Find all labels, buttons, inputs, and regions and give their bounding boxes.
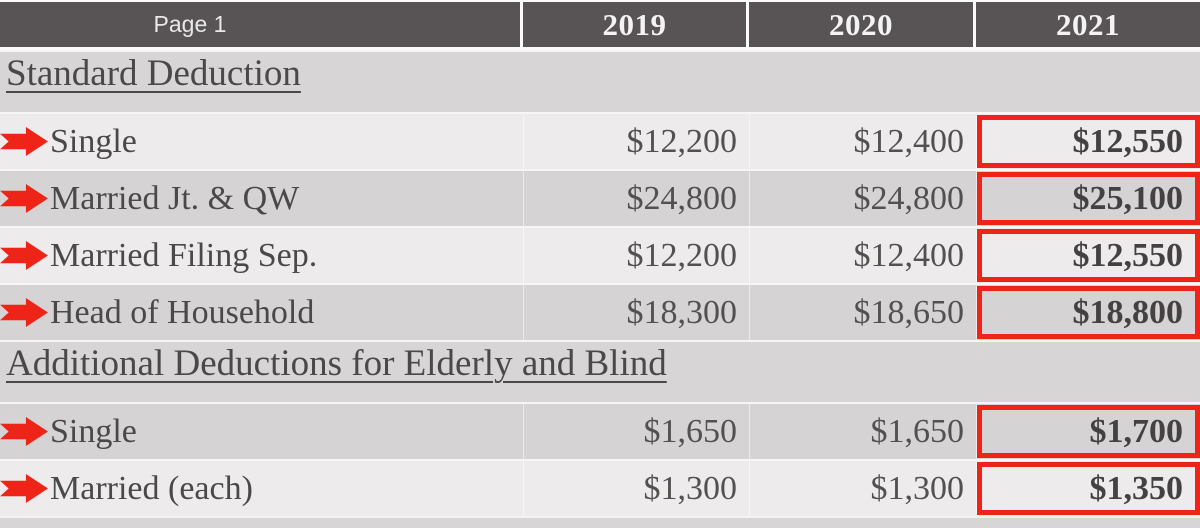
value-2019: $24,800 — [523, 171, 749, 226]
value-2021: $18,800 — [1072, 293, 1184, 331]
table-row-married-filing-sep: Married Filing Sep. $12,200 $12,400 $12,… — [0, 226, 1200, 283]
value-2019: $1,650 — [523, 404, 749, 459]
value-2021-cell: $25,100 — [976, 171, 1200, 226]
value-2021: $12,550 — [1072, 236, 1184, 274]
value-2020: $12,400 — [749, 114, 976, 169]
value-2020: $1,650 — [749, 404, 976, 459]
red-arrow-icon — [0, 183, 48, 214]
row-label-cell: Single — [0, 404, 523, 459]
value-2021: $25,100 — [1072, 179, 1184, 217]
red-arrow-icon — [0, 240, 48, 271]
table-row-single-elderly: Single $1,650 $1,650 $1,700 — [0, 402, 1200, 459]
bottom-cutoff-row — [0, 516, 1200, 528]
row-label-cell: Married Filing Sep. — [0, 228, 523, 283]
value-2021-cell: $12,550 — [976, 228, 1200, 283]
row-label: Single — [50, 412, 137, 450]
highlight-box-2021: $12,550 — [977, 115, 1200, 168]
highlight-box-2021: $1,350 — [977, 462, 1200, 515]
year-2019-label: 2019 — [602, 6, 667, 42]
red-arrow-icon — [0, 126, 48, 157]
value-2019: $12,200 — [523, 228, 749, 283]
page-number-label: Page 1 — [153, 11, 227, 37]
row-label-cell: Married (each) — [0, 461, 523, 516]
highlight-box-2021: $1,700 — [977, 405, 1200, 458]
red-arrow-icon — [0, 416, 48, 447]
value-2021-cell: $1,700 — [976, 404, 1200, 459]
value-2020: $12,400 — [749, 228, 976, 283]
row-label: Head of Household — [50, 293, 315, 331]
header-cell-2021: 2021 — [976, 2, 1200, 47]
header-cell-page: Page 1 — [0, 2, 523, 47]
table-row-married-each: Married (each) $1,300 $1,300 $1,350 — [0, 459, 1200, 516]
row-label: Married Jt. & QW — [50, 179, 300, 217]
value-2019: $18,300 — [523, 285, 749, 340]
section-header-additional-deductions: Additional Deductions for Elderly and Bl… — [0, 340, 1200, 402]
value-2021: $1,350 — [1089, 469, 1184, 507]
section-header-standard-deduction: Standard Deduction — [0, 50, 1200, 112]
value-2021-cell: $1,350 — [976, 461, 1200, 516]
table-header-row: Page 1 2019 2020 2021 — [0, 0, 1200, 50]
value-2021: $12,550 — [1072, 122, 1184, 160]
row-label: Married (each) — [50, 469, 253, 507]
year-2021-label: 2021 — [1056, 6, 1120, 42]
table-row-married-jt-qw: Married Jt. & QW $24,800 $24,800 $25,100 — [0, 169, 1200, 226]
table-row-head-of-household: Head of Household $18,300 $18,650 $18,80… — [0, 283, 1200, 340]
value-2021: $1,700 — [1089, 412, 1184, 450]
header-cell-2020: 2020 — [749, 2, 976, 47]
row-label: Single — [50, 122, 137, 160]
value-2021-cell: $18,800 — [976, 285, 1200, 340]
header-cell-2019: 2019 — [523, 2, 749, 47]
value-2019: $1,300 — [523, 461, 749, 516]
value-2020: $1,300 — [749, 461, 976, 516]
table-row-single: Single $12,200 $12,400 $12,550 — [0, 112, 1200, 169]
year-2020-label: 2020 — [829, 6, 893, 42]
red-arrow-icon — [0, 297, 48, 328]
red-arrow-icon — [0, 473, 48, 504]
value-2021-cell: $12,550 — [976, 114, 1200, 169]
row-label-cell: Single — [0, 114, 523, 169]
section-title: Additional Deductions for Elderly and Bl… — [6, 343, 667, 384]
row-label: Married Filing Sep. — [50, 236, 318, 274]
highlight-box-2021: $25,100 — [977, 172, 1200, 225]
highlight-box-2021: $18,800 — [977, 286, 1200, 339]
row-label-cell: Head of Household — [0, 285, 523, 340]
value-2020: $24,800 — [749, 171, 976, 226]
section-title: Standard Deduction — [6, 53, 301, 94]
row-label-cell: Married Jt. & QW — [0, 171, 523, 226]
value-2020: $18,650 — [749, 285, 976, 340]
value-2019: $12,200 — [523, 114, 749, 169]
highlight-box-2021: $12,550 — [977, 229, 1200, 282]
